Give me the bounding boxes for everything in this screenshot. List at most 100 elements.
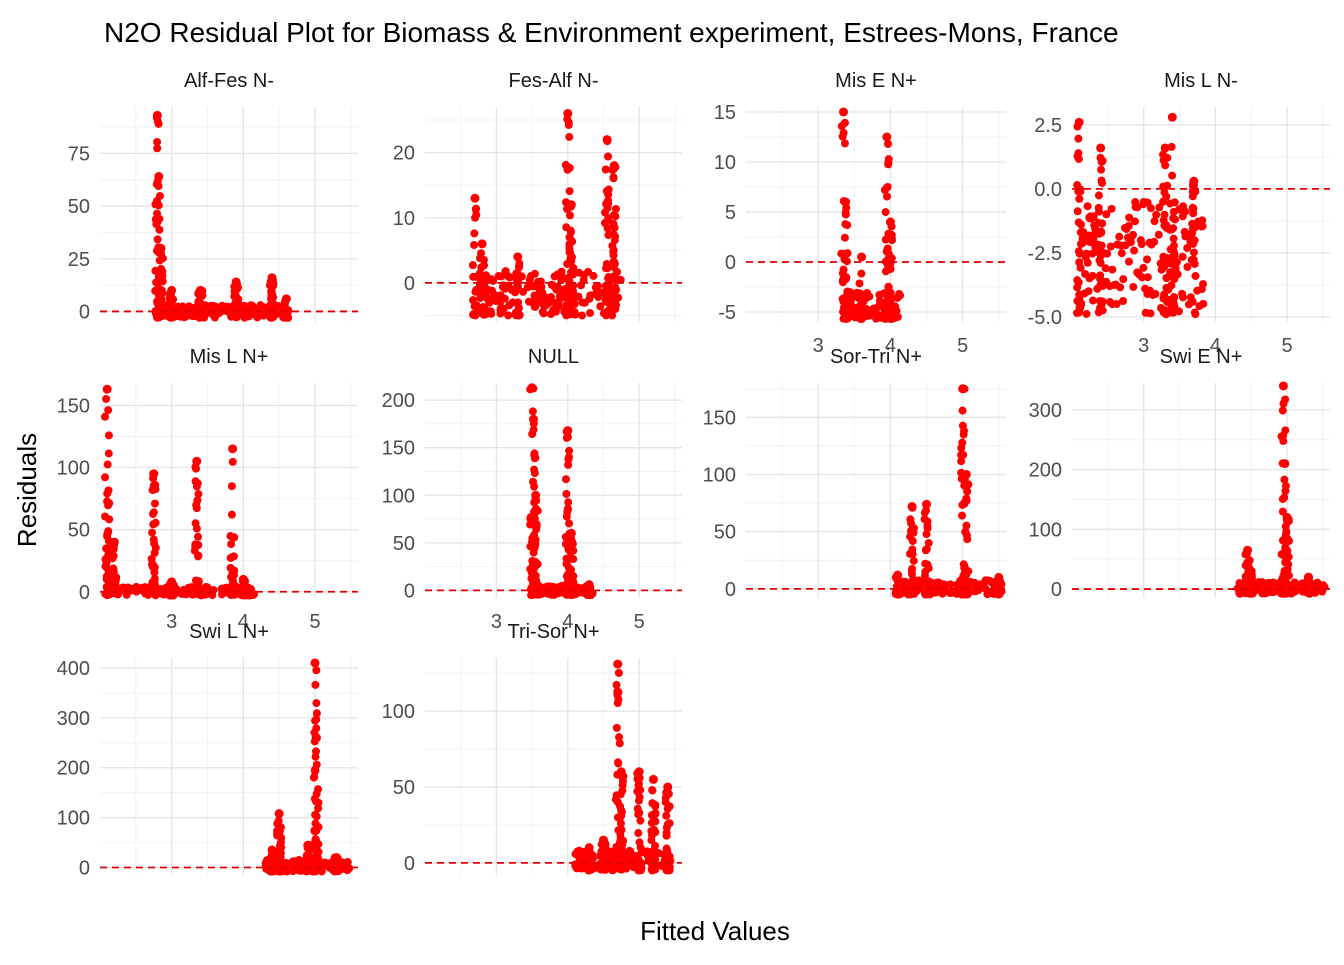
data-point — [886, 259, 895, 268]
data-point — [1152, 210, 1161, 219]
data-point — [648, 786, 657, 795]
y-tick-label: 50 — [393, 533, 415, 555]
data-point — [584, 588, 593, 597]
y-tick-label: 0 — [404, 580, 415, 602]
data-point — [959, 450, 968, 459]
x-tick-label: 3 — [491, 611, 502, 633]
data-point — [564, 455, 573, 464]
data-point — [1088, 296, 1097, 305]
data-point — [1084, 287, 1093, 296]
data-point — [504, 311, 513, 320]
data-point — [109, 567, 118, 576]
data-point — [585, 850, 594, 859]
data-point — [538, 307, 547, 316]
data-point — [883, 192, 892, 201]
data-point — [1097, 176, 1106, 185]
data-point — [530, 514, 539, 523]
data-point — [530, 469, 539, 478]
data-point — [1281, 486, 1290, 495]
data-point — [857, 269, 866, 278]
data-point — [155, 273, 164, 282]
x-tick-label: 4 — [885, 335, 896, 357]
data-point — [636, 843, 645, 852]
data-point — [994, 590, 1003, 599]
data-point — [1150, 237, 1159, 246]
data-point — [961, 469, 971, 479]
data-point — [111, 578, 120, 587]
data-point — [963, 535, 972, 544]
data-point — [1076, 228, 1085, 237]
data-point — [619, 852, 628, 861]
y-tick-label: 100 — [703, 464, 736, 486]
data-point — [962, 482, 971, 491]
data-point — [960, 498, 969, 507]
data-point — [1167, 142, 1176, 151]
data-point — [194, 490, 203, 499]
data-point — [1075, 249, 1084, 258]
data-point — [513, 282, 522, 291]
data-point — [1146, 309, 1155, 318]
data-point — [1096, 258, 1105, 267]
data-point — [314, 840, 323, 849]
data-point — [191, 519, 200, 528]
data-point — [565, 211, 574, 220]
data-point — [567, 309, 576, 318]
data-point — [1097, 157, 1106, 166]
data-point — [233, 284, 242, 293]
data-point — [574, 268, 583, 277]
data-point — [1188, 297, 1197, 306]
data-point — [648, 799, 657, 808]
y-tick-label: -5 — [718, 302, 736, 324]
panel-label: Alf-Fes N- — [184, 70, 274, 92]
data-point — [589, 271, 598, 280]
data-point — [838, 132, 847, 141]
data-point — [1168, 171, 1177, 180]
data-point — [155, 191, 164, 200]
data-point — [148, 528, 157, 537]
data-point — [923, 524, 932, 533]
data-point — [230, 590, 239, 599]
data-point — [635, 793, 644, 802]
x-tick-label: 5 — [634, 611, 645, 633]
data-point — [267, 273, 277, 283]
points — [837, 107, 905, 323]
data-point — [958, 406, 967, 415]
data-point — [153, 218, 162, 227]
data-point — [564, 460, 573, 469]
data-point — [609, 246, 618, 255]
data-point — [312, 846, 321, 855]
data-point — [881, 208, 890, 217]
y-tick-label: 50 — [68, 196, 90, 218]
data-point — [1160, 143, 1170, 153]
data-point — [227, 482, 236, 491]
data-point — [535, 281, 544, 290]
data-point — [1102, 210, 1111, 219]
data-point — [1126, 238, 1135, 247]
data-point — [477, 239, 487, 249]
data-point — [865, 292, 874, 301]
data-point — [149, 535, 158, 544]
data-point — [1076, 239, 1085, 248]
data-point — [840, 233, 849, 242]
y-tick-label: 0 — [79, 582, 90, 604]
data-point — [636, 864, 645, 873]
y-tick-label: 50 — [393, 777, 415, 799]
data-point — [1280, 475, 1289, 484]
data-point — [274, 809, 284, 819]
data-point — [111, 586, 120, 595]
data-point — [564, 498, 573, 507]
y-tick-label: 50 — [68, 520, 90, 542]
data-point — [256, 303, 265, 312]
data-point — [610, 283, 619, 292]
data-point — [153, 137, 162, 146]
data-point — [154, 182, 163, 191]
data-point — [1169, 214, 1178, 223]
data-point — [837, 122, 846, 131]
points — [468, 109, 625, 320]
data-point — [616, 834, 625, 843]
data-point — [1162, 273, 1171, 282]
data-point — [313, 862, 322, 871]
data-point — [1116, 283, 1125, 292]
data-point — [1143, 255, 1152, 264]
